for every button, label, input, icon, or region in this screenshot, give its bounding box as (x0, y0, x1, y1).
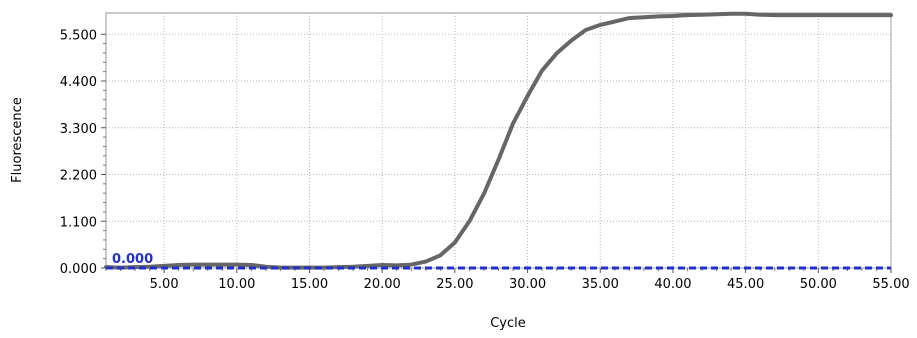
series-point (890, 14, 892, 16)
series-point (599, 24, 602, 26)
series-point (672, 15, 674, 17)
series-point (454, 241, 456, 244)
series-point (846, 14, 849, 16)
series-point (468, 220, 471, 223)
axis-labels: Cycle Fluorescence (10, 97, 526, 331)
series-point (584, 29, 587, 31)
axis-ticks: 5.00 10.00 15.00 20.00 25.00 30.00 35.00 40.00 4… (60, 28, 910, 292)
plot-frame (105, 12, 892, 269)
series-point (206, 263, 209, 266)
series-point (643, 16, 645, 19)
series-point (555, 52, 558, 55)
series-point (628, 17, 631, 19)
series-point (686, 14, 689, 16)
series-point (875, 14, 878, 16)
series-point (497, 158, 500, 161)
series-point (541, 69, 543, 72)
series-point (788, 14, 791, 16)
threshold-group: 0.000 (106, 252, 891, 270)
series-point (861, 14, 863, 16)
series-point (483, 192, 485, 195)
series-point (744, 13, 747, 15)
x-tick-label: 20.00 (364, 277, 401, 292)
series-point (439, 254, 442, 257)
series-point (570, 39, 572, 42)
series-point (512, 122, 514, 125)
series-point (701, 13, 703, 16)
x-tick-label: 15.00 (291, 277, 328, 292)
plot-area (105, 12, 892, 269)
series-point (279, 266, 282, 269)
series-point (410, 263, 413, 266)
series-point (715, 13, 718, 16)
y-tick-label: 4.400 (60, 75, 97, 90)
series-point (381, 264, 384, 266)
series-point (323, 266, 325, 269)
series-point (773, 14, 776, 16)
y-tick-label: 0.000 (60, 262, 97, 277)
x-tick-label: 30.00 (509, 277, 546, 292)
series-point (832, 14, 834, 16)
series-point (425, 260, 427, 263)
series-point (730, 13, 732, 15)
series-point (817, 14, 820, 16)
series-point (366, 265, 369, 267)
series-point (236, 263, 238, 266)
x-tick-label: 40.00 (654, 277, 691, 292)
series-point (221, 263, 224, 266)
y-tick-label: 1.100 (60, 215, 97, 230)
x-tick-label: 10.00 (218, 277, 255, 292)
series-point (192, 263, 195, 266)
threshold-label: 0.000 (112, 252, 153, 267)
series-point (657, 15, 660, 18)
x-axis-label: Cycle (490, 316, 526, 331)
series-point (250, 264, 253, 266)
x-tick-label: 45.00 (727, 277, 764, 292)
series-point (177, 264, 180, 266)
series-point (759, 13, 761, 16)
x-tick-label: 50.00 (800, 277, 837, 292)
x-tick-label: 25.00 (436, 277, 473, 292)
series-point (526, 95, 529, 97)
y-tick-label: 2.200 (60, 169, 97, 184)
y-tick-label: 3.300 (60, 122, 97, 137)
series-point (395, 264, 398, 267)
series-point (163, 265, 165, 267)
x-tick-label: 55.00 (872, 277, 909, 292)
x-tick-label: 35.00 (582, 277, 619, 292)
y-tick-label: 5.500 (60, 28, 97, 43)
y-axis-label: Fluorescence (10, 97, 25, 183)
x-tick-label: 5.00 (150, 277, 179, 292)
series-point (802, 14, 805, 16)
series-point (613, 20, 616, 23)
